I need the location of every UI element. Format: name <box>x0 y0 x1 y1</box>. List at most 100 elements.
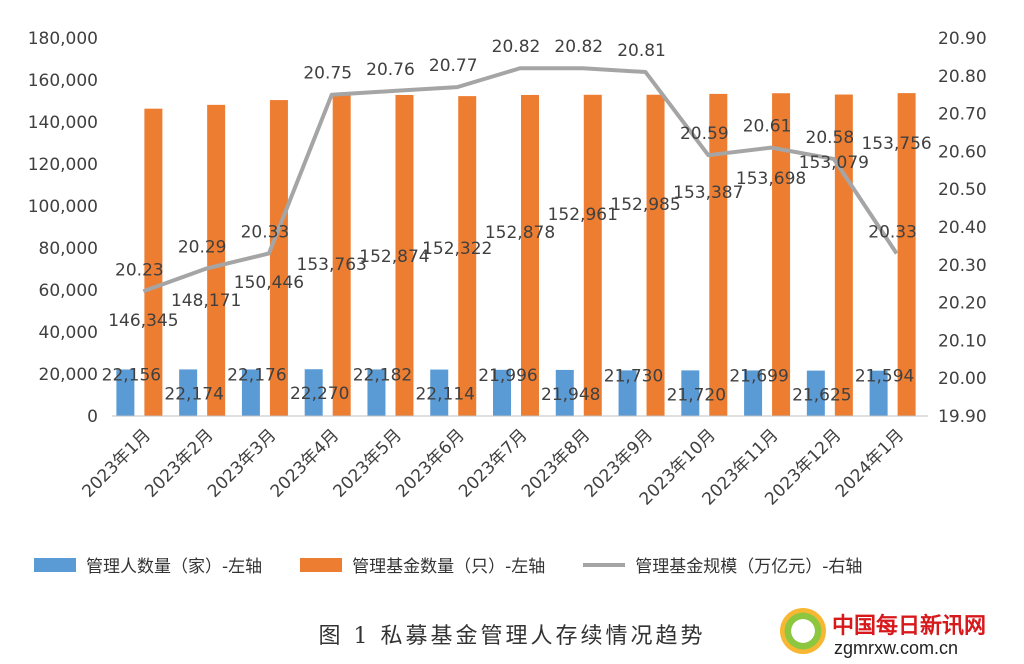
data-label-funds: 152,878 <box>485 223 555 243</box>
data-label-managers: 22,270 <box>290 384 349 404</box>
watermark-text-en: zgmrxw.com.cn <box>834 638 959 658</box>
data-label-managers: 21,720 <box>667 385 726 405</box>
legend-item-funds: 管理基金数量（只）-左轴 <box>300 552 545 577</box>
data-label-managers: 22,156 <box>102 365 161 385</box>
data-label-funds: 152,985 <box>610 195 680 215</box>
watermark-text-cn: 中国每日新讯网 <box>832 614 987 639</box>
legend-item-scale: 管理基金规模（万亿元）-右轴 <box>583 552 862 577</box>
bar-funds <box>521 94 539 416</box>
y-left-tick-label: 140,000 <box>28 113 98 133</box>
data-label-managers: 22,174 <box>164 384 223 404</box>
bar-managers <box>116 369 135 416</box>
data-label-funds: 153,763 <box>297 255 367 275</box>
bar-managers <box>304 369 323 416</box>
data-label-scale: 20.61 <box>743 117 792 137</box>
y-right-tick-label: 20.30 <box>938 256 987 276</box>
data-label-managers: 21,594 <box>855 367 914 387</box>
data-label-funds: 146,345 <box>108 311 178 331</box>
bar-managers <box>241 369 260 416</box>
legend-swatch-funds <box>300 557 343 572</box>
data-label-scale: 20.59 <box>680 124 729 144</box>
y-right-tick-label: 20.40 <box>938 218 987 238</box>
data-label-funds: 153,079 <box>799 153 869 173</box>
data-label-funds: 150,446 <box>234 273 304 293</box>
data-label-scale: 20.82 <box>554 37 603 57</box>
legend: 管理人数量（家）-左轴 管理基金数量（只）-左轴 管理基金规模（万亿元）-右轴 <box>34 552 994 577</box>
data-label-scale: 20.33 <box>868 222 917 242</box>
bar-managers <box>493 369 511 416</box>
data-label-scale: 20.75 <box>303 64 352 84</box>
data-label-scale: 20.23 <box>115 260 164 280</box>
y-right-tick-label: 20.00 <box>938 369 987 389</box>
bar-managers <box>555 369 574 416</box>
line-fund-scale <box>142 66 899 294</box>
y-left-tick-label: 100,000 <box>28 197 98 217</box>
data-label-managers: 21,625 <box>792 386 851 406</box>
watermark: 中国每日新讯网 zgmrxw.com.cn <box>780 604 1010 660</box>
bar-funds <box>583 94 602 417</box>
data-label-funds: 152,874 <box>359 247 429 267</box>
legend-label-managers: 管理人数量（家）-左轴 <box>86 557 263 577</box>
data-label-funds: 153,698 <box>736 169 806 189</box>
y-left-tick-label: 160,000 <box>28 71 98 91</box>
data-label-funds: 148,171 <box>171 291 241 311</box>
data-label-scale: 20.81 <box>617 41 666 61</box>
bar-managers <box>179 369 198 416</box>
bar-funds <box>772 93 791 417</box>
legend-label-scale: 管理基金规模（万亿元）-右轴 <box>635 557 863 577</box>
data-label-managers: 21,699 <box>729 366 788 386</box>
data-label-funds: 152,322 <box>422 239 492 259</box>
y-right-tick-label: 20.20 <box>938 294 987 314</box>
data-label-funds: 153,756 <box>861 134 931 154</box>
bar-managers <box>744 370 763 416</box>
data-label-scale: 20.29 <box>178 238 227 258</box>
data-label-scale: 20.33 <box>241 222 290 242</box>
bar-managers <box>618 370 637 416</box>
bar-funds <box>709 93 728 416</box>
y-left-tick-label: 40,000 <box>39 323 98 343</box>
y-right-tick-label: 20.60 <box>938 142 987 162</box>
y-right-tick-label: 20.70 <box>938 105 987 125</box>
y-left-tick-label: 120,000 <box>28 155 98 175</box>
data-label-managers: 21,730 <box>604 366 663 386</box>
bar-funds <box>395 94 414 416</box>
data-label-managers: 21,948 <box>541 385 600 405</box>
bar-funds <box>269 100 288 416</box>
y-left-tick-label: 0 <box>87 407 98 427</box>
bar-managers <box>430 369 449 416</box>
data-label-scale: 20.58 <box>806 128 855 148</box>
y-right-tick-label: 20.80 <box>938 67 987 87</box>
legend-swatch-scale <box>583 562 626 567</box>
bar-funds <box>332 93 351 416</box>
bar-funds <box>834 94 853 416</box>
bar-funds <box>207 104 226 417</box>
data-label-managers: 21,996 <box>478 366 537 386</box>
y-left-tick-label: 180,000 <box>28 29 98 49</box>
y-right-tick-label: 19.90 <box>938 407 987 427</box>
bar-managers <box>806 370 825 416</box>
bar-managers <box>367 369 386 416</box>
y-left-tick-label: 60,000 <box>39 281 98 301</box>
data-label-scale: 20.76 <box>366 60 415 80</box>
y-right-tick-label: 20.90 <box>938 29 987 49</box>
y-right-tick-label: 20.10 <box>938 331 987 351</box>
bar-funds <box>897 93 916 416</box>
figure-caption: 图 1 私募基金管理人存续情况趋势 <box>318 624 706 649</box>
data-label-scale: 20.77 <box>429 56 478 76</box>
bar-managers <box>681 370 700 416</box>
y-right-tick-label: 20.50 <box>938 180 987 200</box>
legend-swatch-managers <box>34 557 76 572</box>
watermark-logo-icon <box>780 608 826 654</box>
data-label-funds: 152,961 <box>548 205 618 225</box>
y-left-tick-label: 80,000 <box>39 239 98 259</box>
data-label-managers: 22,114 <box>415 385 474 405</box>
legend-label-funds: 管理基金数量（只）-左轴 <box>352 557 546 577</box>
x-tick-label: 2024年1月 <box>832 425 908 501</box>
bar-funds <box>646 94 665 416</box>
bar-managers <box>869 370 888 416</box>
bar-funds <box>144 108 163 416</box>
chart-svg: 0 20,000 40,000 60,000 80,000 100,000 120,000 1… <box>28 29 987 509</box>
data-label-scale: 20.82 <box>492 37 541 57</box>
legend-item-managers: 管理人数量（家）-左轴 <box>34 552 262 577</box>
data-label-managers: 22,176 <box>227 365 286 385</box>
